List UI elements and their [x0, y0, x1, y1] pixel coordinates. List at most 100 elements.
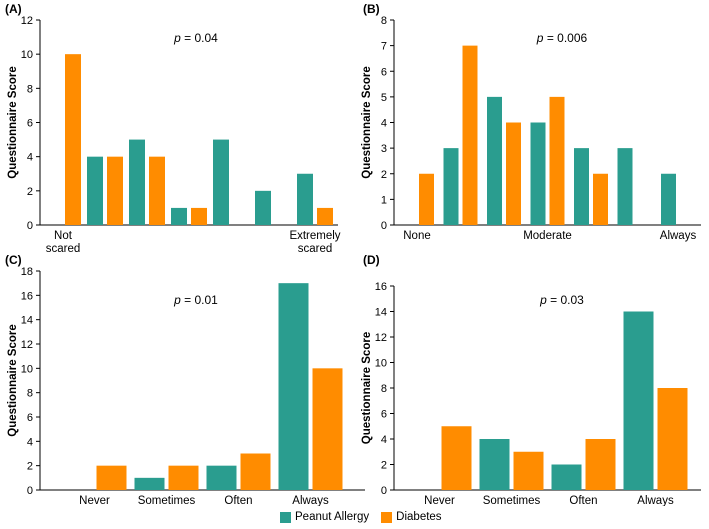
x-tick-label: Sometimes: [483, 495, 541, 506]
y-tick-label: 8: [381, 383, 387, 395]
x-tick-label: Always: [637, 495, 674, 506]
y-tick-label: 0: [381, 220, 387, 232]
y-tick-label: 0: [27, 220, 33, 232]
bar-peanut-allergy: [171, 208, 187, 225]
y-tick-label: 12: [21, 15, 33, 27]
panel-label: (A): [5, 2, 22, 16]
panel-label: (B): [363, 2, 380, 16]
y-tick-label: 10: [21, 49, 33, 61]
y-tick-label: 6: [381, 409, 387, 421]
p-value-annotation: p = 0.01: [173, 293, 218, 307]
bar-peanut-allergy: [624, 312, 654, 491]
y-tick-label: 10: [375, 358, 387, 370]
bar-diabetes: [514, 452, 544, 490]
y-tick-label: 0: [381, 485, 387, 497]
y-tick-label: 8: [381, 15, 387, 27]
x-tick-label: None: [403, 230, 431, 242]
bar-diabetes: [97, 466, 127, 490]
p-value-annotation: p = 0.03: [539, 293, 584, 307]
legend-label-diabetes: Diabetes: [396, 511, 441, 523]
y-tick-label: 10: [21, 363, 33, 375]
y-tick-label: 6: [27, 118, 33, 130]
bar-peanut-allergy: [297, 174, 313, 225]
y-tick-label: 2: [381, 460, 387, 472]
bar-peanut-allergy: [87, 157, 103, 225]
bar-peanut-allergy: [552, 465, 582, 491]
bar-peanut-allergy: [444, 148, 459, 225]
bar-diabetes: [463, 46, 478, 225]
y-tick-label: 4: [27, 152, 33, 164]
x-tick-label: Often: [569, 495, 597, 506]
x-tick-label: Not scared: [46, 230, 81, 255]
legend-swatch-diabetes: [381, 512, 392, 523]
y-tick-label: 2: [381, 169, 387, 181]
bar-diabetes: [593, 174, 608, 225]
bar-peanut-allergy: [574, 148, 589, 225]
y-tick-label: 16: [21, 290, 33, 302]
bar-peanut-allergy: [135, 478, 165, 490]
y-tick-label: 12: [375, 332, 387, 344]
y-tick-label: 18: [21, 266, 33, 278]
bar-diabetes: [65, 54, 81, 225]
bar-peanut-allergy: [531, 123, 546, 226]
y-axis-label: Questionnaire Score: [361, 332, 373, 444]
bar-peanut-allergy: [661, 174, 676, 225]
bar-diabetes: [241, 454, 271, 491]
bar-diabetes: [107, 157, 123, 225]
y-tick-label: 8: [27, 388, 33, 400]
p-value-annotation: p = 0.04: [173, 31, 218, 45]
legend-swatch-peanut: [280, 512, 291, 523]
bar-diabetes: [169, 466, 199, 490]
legend-item-diabetes: Diabetes: [381, 511, 441, 523]
panel-label: (D): [363, 253, 380, 267]
bar-diabetes: [149, 157, 165, 225]
y-tick-label: 6: [381, 66, 387, 78]
x-tick-label: Never: [424, 495, 455, 506]
bar-peanut-allergy: [207, 466, 237, 490]
bar-diabetes: [191, 208, 207, 225]
bar-diabetes: [317, 208, 333, 225]
y-axis-label: Questionnaire Score: [361, 66, 373, 178]
x-tick-label: Extremely scared: [289, 230, 340, 255]
x-tick-label: Always: [292, 495, 329, 506]
y-tick-label: 14: [375, 307, 387, 319]
y-tick-label: 4: [381, 118, 387, 130]
y-tick-label: 3: [381, 143, 387, 155]
y-tick-label: 0: [27, 485, 33, 497]
bar-diabetes: [506, 123, 521, 226]
legend-item-peanut: Peanut Allergy: [280, 511, 369, 523]
bar-diabetes: [658, 388, 688, 490]
y-tick-label: 2: [27, 461, 33, 473]
y-tick-label: 6: [27, 412, 33, 424]
bar-peanut-allergy: [213, 140, 229, 225]
bar-diabetes: [442, 426, 472, 490]
x-tick-label: Sometimes: [138, 495, 196, 506]
y-tick-label: 16: [375, 281, 387, 293]
bar-diabetes: [586, 439, 616, 490]
bar-peanut-allergy: [618, 148, 633, 225]
y-axis-label: Questionnaire Score: [7, 66, 19, 178]
y-tick-label: 12: [21, 339, 33, 351]
y-tick-label: 4: [27, 436, 33, 448]
legend-label-peanut: Peanut Allergy: [295, 511, 369, 523]
y-tick-label: 1: [381, 194, 387, 206]
x-tick-label: Often: [224, 495, 252, 506]
bar-peanut-allergy: [279, 283, 309, 490]
bar-peanut-allergy: [129, 140, 145, 225]
x-tick-label: Moderate: [523, 230, 572, 242]
y-tick-label: 4: [381, 434, 387, 446]
bar-peanut-allergy: [480, 439, 510, 490]
bar-peanut-allergy: [487, 97, 502, 225]
x-tick-label: Always: [660, 230, 697, 242]
bar-diabetes: [550, 97, 565, 225]
legend: Peanut Allergy Diabetes: [280, 509, 454, 525]
y-tick-label: 2: [27, 186, 33, 198]
y-axis-label: Questionnaire Score: [7, 324, 19, 436]
bar-diabetes: [419, 174, 434, 225]
y-tick-label: 7: [381, 41, 387, 53]
panel-label: (C): [5, 253, 22, 267]
bar-diabetes: [313, 368, 343, 490]
y-tick-label: 14: [21, 315, 33, 327]
x-tick-label: Never: [79, 495, 110, 506]
